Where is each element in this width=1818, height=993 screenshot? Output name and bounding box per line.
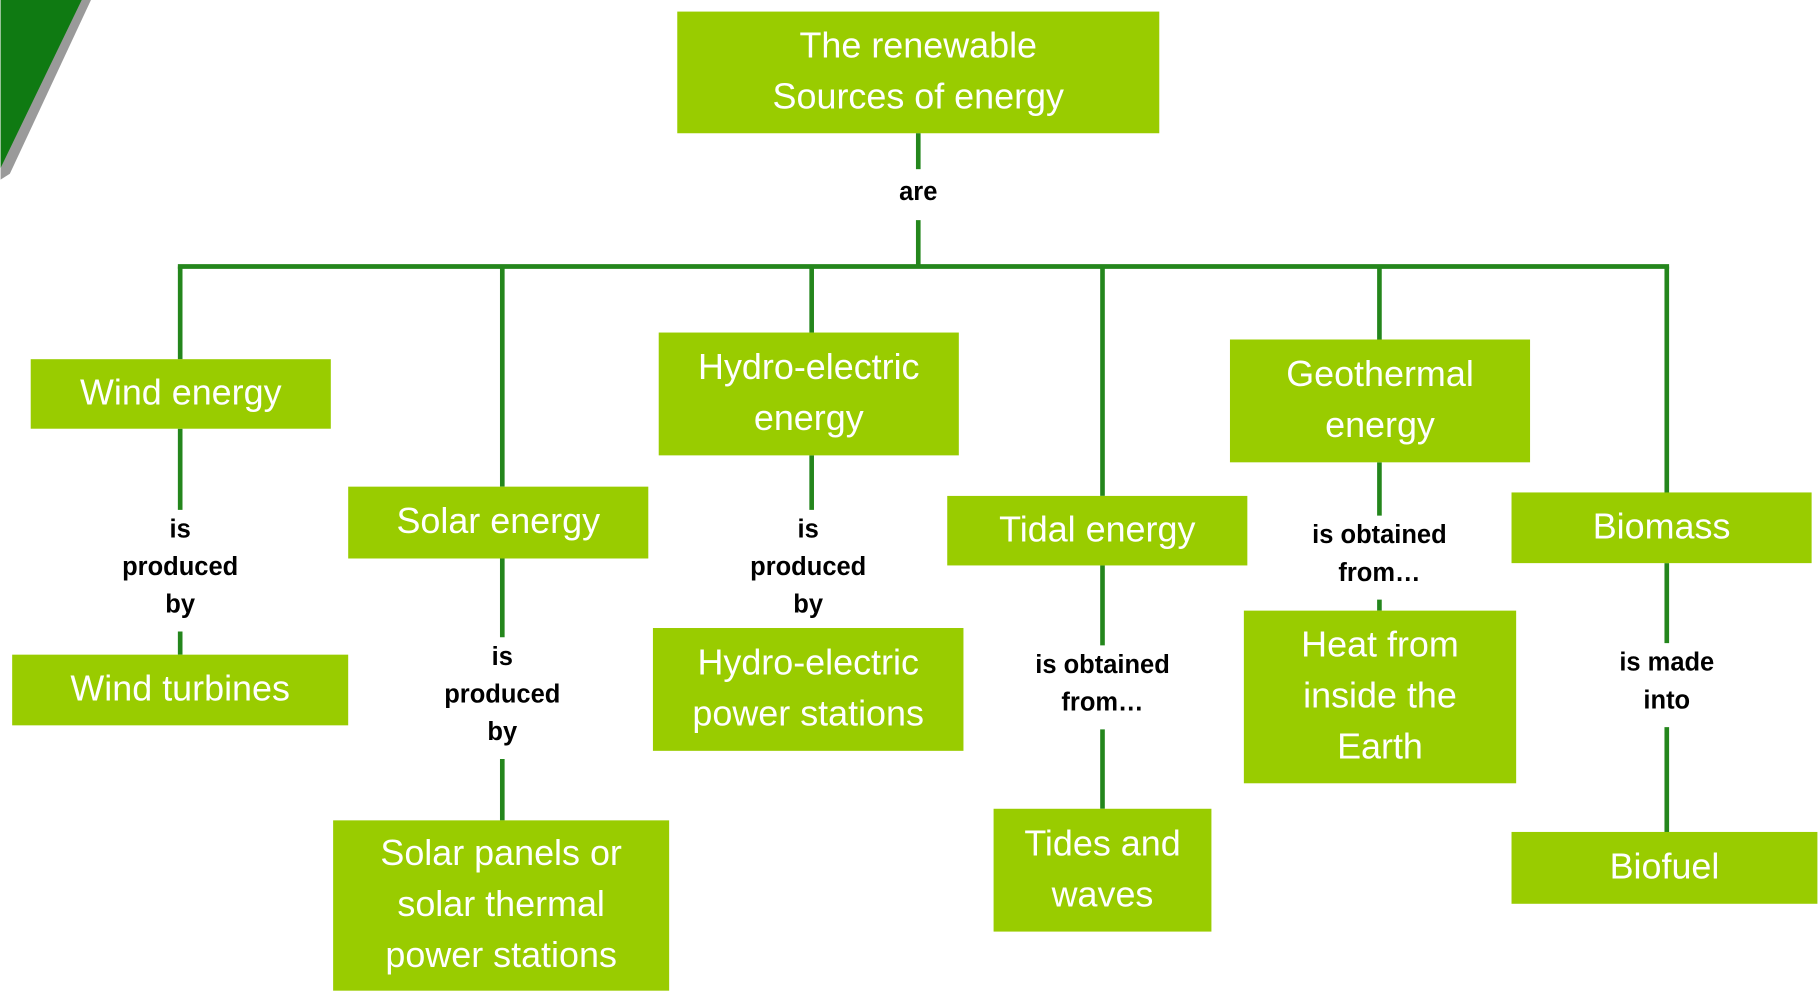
relation-label: is obtained bbox=[1312, 521, 1447, 549]
concept-box bbox=[1511, 492, 1812, 564]
relation-label: is made bbox=[1619, 649, 1714, 677]
concept-box bbox=[30, 359, 331, 429]
concept-box bbox=[1243, 610, 1517, 784]
concept-label: Geothermal bbox=[1286, 353, 1474, 394]
relation-label: are bbox=[899, 178, 937, 206]
concept-label: energy bbox=[1325, 404, 1435, 445]
concept-box bbox=[658, 332, 959, 456]
concept-label: power stations bbox=[692, 693, 924, 734]
relation-label: produced bbox=[444, 681, 560, 709]
concept-label: Earth bbox=[1337, 726, 1423, 767]
concept-label: power stations bbox=[385, 934, 617, 975]
relation-label: by bbox=[793, 591, 824, 619]
concept-box bbox=[12, 654, 349, 726]
relation-label: is bbox=[492, 643, 513, 671]
concept-label: Tides and bbox=[1024, 822, 1180, 863]
relation-label: produced bbox=[750, 553, 866, 581]
concept-label: Hydro-electric bbox=[697, 642, 918, 683]
concept-label: solar thermal bbox=[397, 883, 605, 924]
relation-label: is bbox=[798, 515, 819, 543]
concept-box bbox=[348, 486, 649, 559]
concept-box bbox=[947, 495, 1248, 566]
concept-box bbox=[333, 820, 670, 991]
concept-label: waves bbox=[1051, 873, 1154, 914]
concept-label: Solar panels or bbox=[380, 832, 622, 873]
relation-label: into bbox=[1643, 686, 1690, 714]
concept-label: Hydro-electric bbox=[698, 346, 919, 387]
concept-box bbox=[677, 11, 1160, 134]
concept-box bbox=[1229, 339, 1531, 463]
concept-label: Sources of energy bbox=[773, 76, 1064, 117]
relation-label: from… bbox=[1338, 559, 1420, 587]
concept-label: The renewable bbox=[800, 25, 1038, 66]
concept-box bbox=[652, 628, 964, 751]
concept-label: Solar energy bbox=[396, 500, 600, 541]
relation-label: by bbox=[165, 591, 196, 619]
concept-label: energy bbox=[754, 397, 864, 438]
concept-label: Heat from bbox=[1301, 624, 1459, 665]
relation-label: by bbox=[487, 718, 518, 746]
concept-label: Biofuel bbox=[1610, 846, 1720, 887]
relation-label: is obtained bbox=[1035, 651, 1170, 679]
concept-box bbox=[1511, 831, 1818, 904]
concept-label: inside the bbox=[1303, 675, 1457, 716]
concept-label: Biomass bbox=[1593, 505, 1731, 546]
concept-label: Wind turbines bbox=[70, 668, 290, 709]
relation-label: is bbox=[170, 515, 191, 543]
concept-label: Tidal energy bbox=[999, 508, 1195, 549]
concept-box bbox=[993, 808, 1212, 932]
concept-label: Wind energy bbox=[80, 372, 282, 413]
relation-label: from… bbox=[1061, 689, 1143, 717]
relation-label: produced bbox=[122, 553, 238, 581]
